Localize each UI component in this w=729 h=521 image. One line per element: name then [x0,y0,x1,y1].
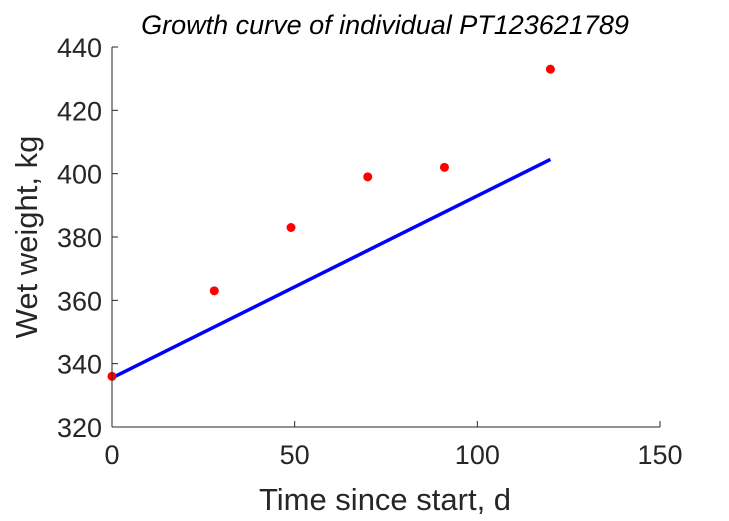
data-point [545,64,555,74]
data-point [286,223,296,232]
y-tick-label: 440 [57,33,102,63]
y-tick-label: 340 [57,350,102,380]
data-point [209,286,219,296]
x-tick-label: 150 [637,440,682,470]
x-tick-label: 50 [280,440,310,470]
y-tick-label: 400 [57,160,102,190]
data-point [363,172,373,182]
axes: 0 50 100 150 320 340 360 380 400 420 440 [57,33,683,470]
x-tick-label: 0 [104,440,119,470]
plot-area [107,64,555,381]
x-axis-label: Time since start, d [259,482,511,517]
fit-line [111,157,552,380]
y-tick-label: 320 [57,413,102,443]
data-point [439,162,449,172]
chart-title: Growth curve of individual PT123621789 [141,10,629,40]
y-tick-label: 380 [57,223,102,253]
y-axis-label: Wet weight, kg [9,136,44,339]
x-tick-label: 100 [455,440,500,470]
y-tick-label: 420 [57,96,102,126]
y-tick-label: 360 [57,286,102,316]
